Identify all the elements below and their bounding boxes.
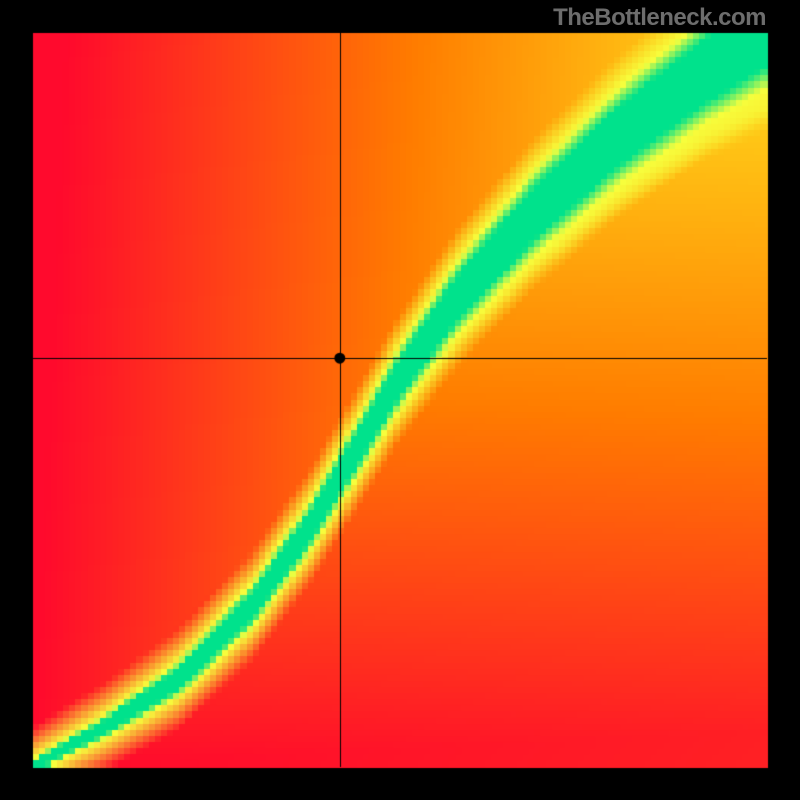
bottleneck-heatmap (0, 0, 800, 800)
watermark-text: TheBottleneck.com (553, 4, 766, 32)
